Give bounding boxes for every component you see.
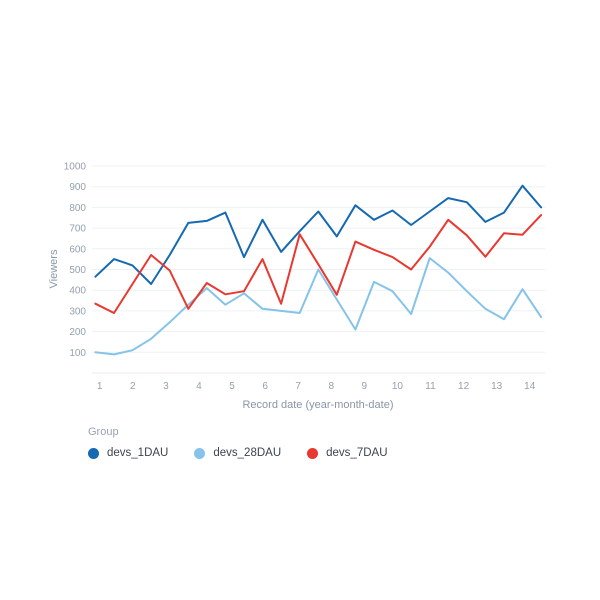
y-axis-title: Viewers	[48, 249, 60, 288]
legend-dot-devs_28DAU	[194, 447, 206, 459]
legend-label-devs_1DAU: devs_1DAU	[107, 447, 169, 459]
x-tick-12: 12	[458, 381, 470, 392]
series-line-devs_28DAU[interactable]	[94, 257, 543, 356]
series-lines	[94, 184, 543, 356]
y-tick-1000: 1000	[64, 162, 87, 173]
x-tick-14: 14	[524, 381, 536, 392]
legend-title: Group	[88, 426, 119, 438]
series-line-devs_7DAU[interactable]	[94, 214, 543, 314]
y-tick-500: 500	[69, 265, 86, 276]
y-tick-300: 300	[69, 306, 86, 317]
y-tick-600: 600	[69, 244, 86, 255]
y-tick-800: 800	[69, 203, 86, 214]
series-line-devs_1DAU[interactable]	[94, 184, 543, 285]
y-tick-400: 400	[69, 286, 86, 297]
x-axis-title: Record date (year-month-date)	[242, 399, 393, 411]
x-tick-4: 4	[196, 381, 202, 392]
legend-items: devs_1DAU devs_28DAU devs_7DAU	[88, 447, 388, 459]
y-tick-100: 100	[69, 348, 86, 359]
legend-item-devs_28DAU[interactable]: devs_28DAU	[194, 447, 281, 459]
x-tick-7: 7	[295, 381, 301, 392]
x-tick-11: 11	[425, 381, 436, 392]
x-tick-13: 13	[491, 381, 503, 392]
legend: Group devs_1DAU devs_28DAU devs_7DAU	[88, 426, 388, 459]
x-tick-8: 8	[328, 381, 334, 392]
x-tick-3: 3	[163, 381, 169, 392]
y-tick-700: 700	[69, 224, 86, 235]
legend-dot-devs_1DAU	[88, 447, 99, 459]
x-tick-6: 6	[262, 381, 268, 392]
x-tick-1: 1	[97, 381, 103, 392]
x-tick-5: 5	[229, 381, 235, 392]
legend-item-devs_1DAU[interactable]: devs_1DAU	[88, 447, 168, 459]
x-axis-tick-labels: 1 2 3 4 5 6 7 8 9 10 11 12 13 14	[97, 381, 536, 392]
y-axis-tick-labels: 100 200 300 400 500 600 700 800 900 1000	[64, 162, 87, 359]
legend-dot-devs_7DAU	[307, 447, 319, 459]
y-tick-200: 200	[69, 327, 86, 338]
legend-label-devs_28DAU: devs_28DAU	[213, 447, 282, 459]
x-tick-9: 9	[362, 381, 368, 392]
legend-item-devs_7DAU[interactable]: devs_7DAU	[307, 447, 388, 459]
y-tick-900: 900	[69, 182, 86, 193]
legend-label-devs_7DAU: devs_7DAU	[326, 447, 388, 459]
x-tick-10: 10	[392, 381, 404, 392]
x-tick-2: 2	[130, 381, 136, 392]
